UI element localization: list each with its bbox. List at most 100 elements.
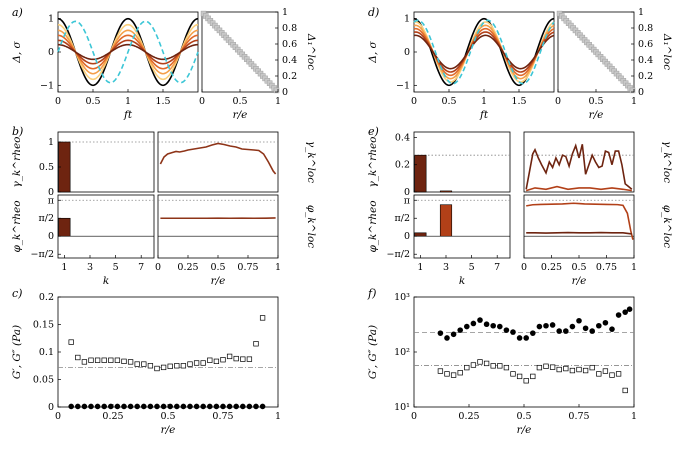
c-data-point [75,403,81,410]
a_right-data-point [273,87,280,94]
a_left-xtick-label: 0 [55,96,61,107]
b_top_right-axes-frame [157,131,279,193]
c-data-point [220,357,226,363]
e_bottom_left-ytick-label: π/2 [395,213,411,224]
panel-label-b: b) [12,125,23,138]
d_right-xtick-label: 1 [631,96,637,107]
f-data-point [530,330,536,336]
e_top_left-bar [414,154,427,193]
a_right-ytick-label: 0.4 [282,55,297,66]
f-data-point [470,362,477,368]
c-data-point [75,354,81,361]
c-data-point [259,403,266,410]
f-data-point [589,364,595,371]
c-ytick-label: 0.2 [39,292,54,303]
c-ylabel: G′, G″ (Pa) [11,325,23,379]
c-xtick-label: 0 [55,411,61,422]
b_top_left-ytick-label: 1 [48,137,54,148]
f-data-point [615,371,622,377]
c-data-point [94,357,101,363]
d_left-xtick-label: 0 [411,96,417,107]
b_top_left-axes-frame [57,131,155,193]
f-xtick-label: 0 [411,411,417,422]
f-data-point [503,327,510,333]
d_left-xtick-label: 0.5 [441,96,456,107]
b_top_left-ytick-label: 0.5 [39,162,54,173]
e_bottom_left-xtick-label: 7 [494,262,500,273]
f-data-point [444,335,450,341]
d_right-ytick-label: 0.6 [638,39,653,50]
e_bottom_left-bar [439,204,453,237]
d_left-ytick-label: −1 [396,80,410,91]
e_bottom_left-ytick-label: −π/2 [387,249,410,260]
f-data-point [444,371,450,377]
c-xlabel: r/e [161,424,176,436]
d_right-xlabel: r/e [589,109,604,121]
c-data-point [240,356,246,362]
a_left-series-line [57,20,199,84]
c-data-point [240,403,246,410]
d_right-ylabel: Δ₁^loc [661,33,673,70]
f-data-point [543,363,549,369]
f-data-point [556,328,562,334]
d_left-series-line [413,19,555,85]
f-data-point [563,328,569,334]
c-data-point [154,403,160,410]
a_left-series-line [57,17,199,87]
e_bottom_right-series-line [526,202,634,240]
c-data-point [114,403,121,410]
c-data-point [88,357,94,363]
f-data-point [437,368,444,374]
f-data-point [477,359,483,365]
f-data-point [569,367,576,374]
e_top_right-ylabel: γ_k^loc [661,141,673,183]
e_bottom_left-ytick-label: π [404,195,410,206]
panel-label-e: e) [368,125,379,138]
f-data-point [510,329,516,335]
c-data-point [101,357,107,363]
f-data-point [622,309,628,315]
f-data-point [497,323,503,330]
b_bottom_left-ytick-label: π/2 [39,213,55,224]
c-xtick-label: 0.75 [212,411,233,422]
a_left-xtick-label: 1.5 [155,96,170,107]
c-data-point [187,403,193,410]
f-data-point [602,368,609,374]
c-data-point [167,363,173,369]
c-data-point [226,403,233,410]
e_top_left-bar [439,190,453,193]
b_bottom_right-xtick-label: 0.25 [177,262,198,273]
b_bottom_right-xtick-label: 0 [155,262,161,273]
a_left-ytick-label: 0 [48,47,54,58]
a_right-ytick-label: 1 [282,7,288,18]
c-data-point [233,403,239,410]
d_left-ylabel: Δ, σ [367,40,379,63]
f-data-point [622,387,628,394]
d_left-ytick-label: 1 [404,14,410,25]
e_top_right-series-line [525,185,632,192]
a_left-ytick-label: 1 [48,14,54,25]
panel-label-f: f) [367,287,376,300]
f-data-point [457,327,464,333]
c-data-point [108,403,114,410]
c-data-point [213,358,220,364]
d_right-data-point [629,87,636,94]
f-data-point [609,372,615,378]
c-data-point [259,315,266,321]
b_bottom_left-ytick-label: 0 [48,231,54,242]
c-data-point [160,364,167,371]
a_left-series-line [57,23,199,81]
f-data-point [626,306,633,313]
f-data-point [437,330,444,336]
d_right-ytick-label: 0.2 [638,71,653,82]
c-data-point [141,403,147,410]
a_left-xlabel: ft [123,109,133,121]
d_left-xtick-label: 1 [481,96,487,107]
c-xtick-label: 1 [275,411,281,422]
c-data-point [193,360,200,366]
a_right-xlabel: r/e [233,109,248,121]
c-axes-frame [57,296,279,408]
b_bottom_left-xlabel: k [103,275,109,287]
f-data-point [602,319,609,326]
d_right-xtick-label: 0 [555,96,561,107]
